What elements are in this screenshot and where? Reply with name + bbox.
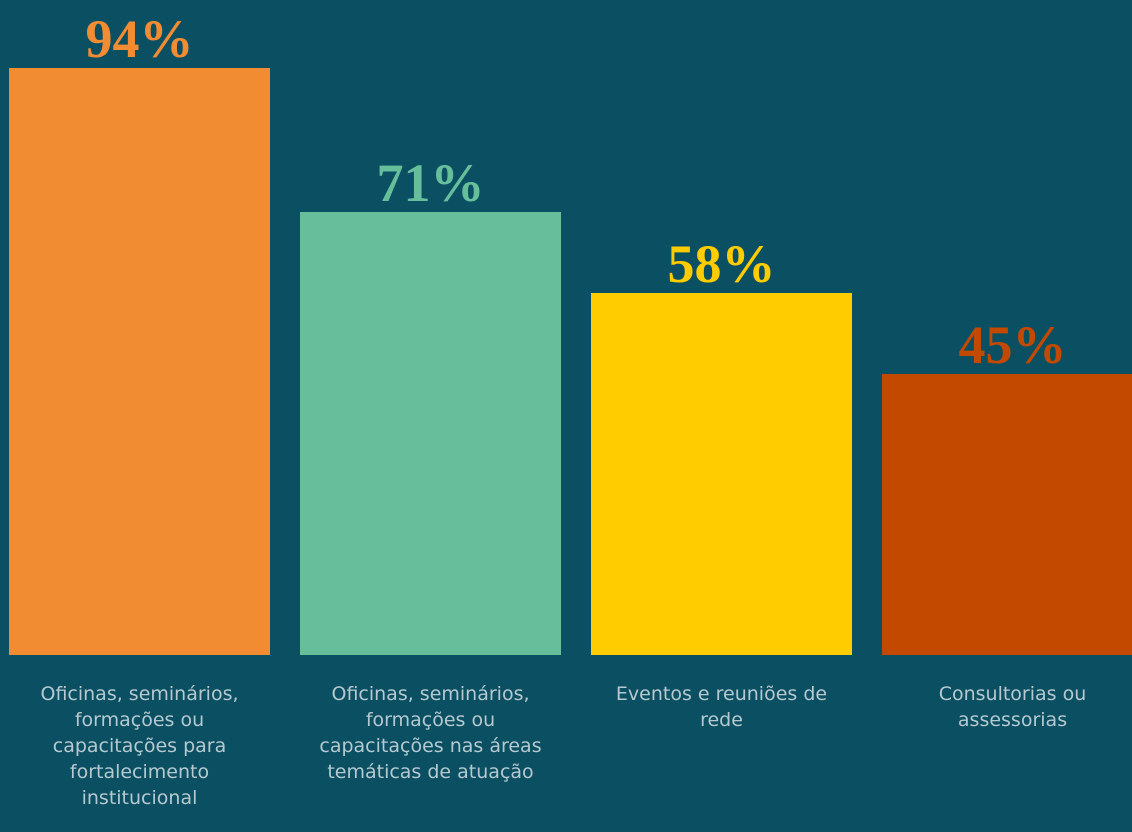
bar-3 [591, 293, 852, 655]
category-label-1: Oficinas, seminários, formações ou capac… [40, 683, 239, 809]
category-label-4: Consultorias ou assessorias [938, 683, 1087, 731]
bar-1 [9, 68, 270, 655]
value-label-2: 71% [376, 152, 485, 213]
bar-4 [882, 374, 1132, 655]
value-label-1: 94% [85, 9, 194, 70]
category-label-3: Eventos e reuniões de rede [615, 683, 828, 731]
value-label-3: 58% [667, 234, 776, 295]
category-label-2: Oficinas, seminários, formações ou capac… [319, 683, 542, 783]
value-label-4: 45% [958, 315, 1067, 376]
bar-2 [300, 211, 561, 655]
